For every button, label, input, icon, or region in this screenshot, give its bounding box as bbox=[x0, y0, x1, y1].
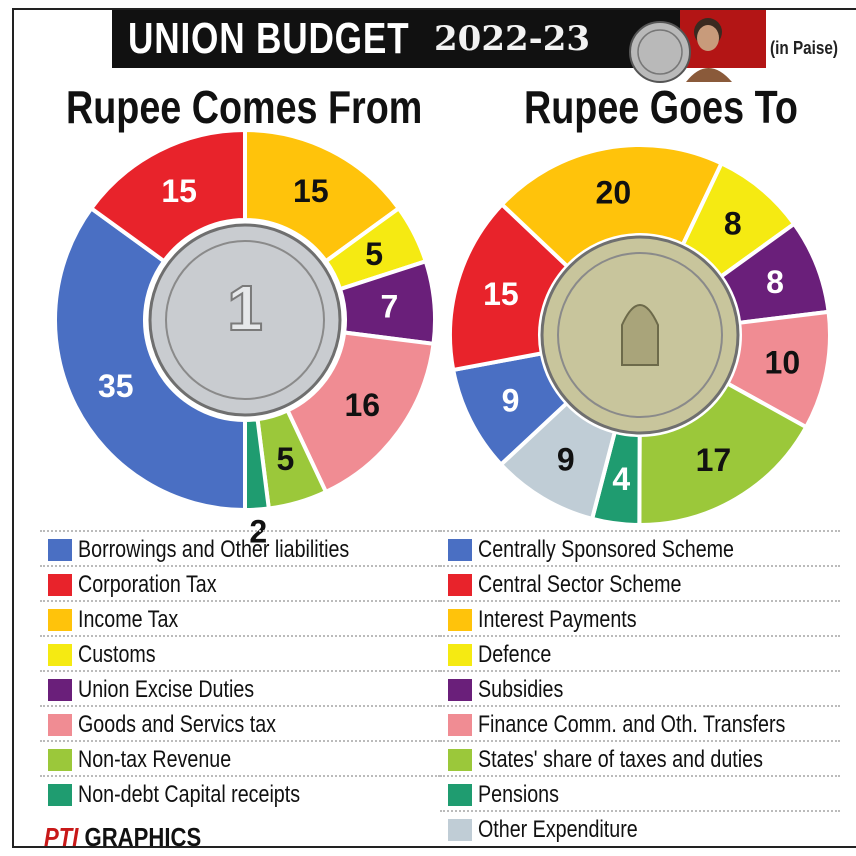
unit-note: (in Paise) bbox=[770, 38, 839, 58]
coin-inner-ring bbox=[557, 252, 723, 418]
value-label-other-expenditure: 9 bbox=[557, 442, 575, 478]
legend-item-central-sector-scheme: Central Sector Scheme bbox=[440, 565, 840, 600]
budget-year: 2022-23 bbox=[434, 19, 591, 59]
legend-label: Goods and Servics tax bbox=[78, 711, 276, 738]
legend-swatch bbox=[48, 784, 72, 806]
legend-label: Central Sector Scheme bbox=[478, 571, 682, 598]
legend-item-non-debt-capital-receipts: Non-debt Capital receipts bbox=[40, 775, 440, 810]
legend-label: States' share of taxes and duties bbox=[478, 746, 763, 773]
legend-swatch bbox=[448, 609, 472, 631]
legend-item-union-excise-duties: Union Excise Duties bbox=[40, 670, 440, 705]
value-label-defence: 8 bbox=[724, 206, 742, 242]
legend-item-customs: Customs bbox=[40, 635, 440, 670]
value-label-income-tax: 15 bbox=[293, 173, 329, 209]
legend-swatch bbox=[448, 574, 472, 596]
value-label-centrally-sponsored-scheme: 9 bbox=[502, 382, 520, 418]
slice-interest-payments bbox=[499, 143, 725, 270]
footer-brand: PTI bbox=[44, 822, 79, 852]
slice-borrowings-and-other-liabilities bbox=[53, 205, 247, 513]
legend-swatch bbox=[448, 539, 472, 561]
legend-swatch bbox=[48, 749, 72, 771]
legend-item-defence: Defence bbox=[440, 635, 840, 670]
page-title: UNION BUDGET bbox=[128, 14, 410, 63]
value-label-pensions: 4 bbox=[612, 461, 630, 497]
footer-label: GRAPHICS bbox=[84, 822, 202, 852]
legend-swatch bbox=[48, 539, 72, 561]
donut-rupee-goes-to: 9 15 20 88 10 17 4 9 bbox=[448, 143, 832, 528]
legend-label: Centrally Sponsored Scheme bbox=[478, 536, 734, 563]
legend-label: Other Expenditure bbox=[478, 816, 638, 843]
legend-label: Corporation Tax bbox=[78, 571, 217, 598]
coin-illustration bbox=[540, 235, 740, 435]
value-label-borrowings-and-other-liabilities: 35 bbox=[98, 368, 134, 404]
coin-numeral: 1 bbox=[227, 272, 263, 344]
legend-swatch bbox=[448, 679, 472, 701]
value-label-non-tax-revenue: 5 bbox=[277, 441, 295, 477]
value-label-finance-comm-and-oth-transfers: 10 bbox=[765, 345, 801, 381]
slice-other-expenditure bbox=[498, 400, 618, 522]
coin-inner-ring bbox=[165, 240, 325, 400]
legend-label: Pensions bbox=[478, 781, 559, 808]
coin-emblem bbox=[621, 304, 659, 366]
title-accent bbox=[680, 10, 766, 68]
value-label-interest-payments: 20 bbox=[596, 174, 632, 210]
frame-border bbox=[12, 8, 856, 848]
legend-label: Non-tax Revenue bbox=[78, 746, 232, 773]
legend-rupee-comes-from: Borrowings and Other liabilities Corporat… bbox=[40, 530, 440, 810]
legend-swatch bbox=[448, 784, 472, 806]
legend-label: Non-debt Capital receipts bbox=[78, 781, 301, 808]
legend-swatch bbox=[48, 714, 72, 736]
value-label-states-share-of-taxes-and-duties: 17 bbox=[696, 442, 732, 478]
slice-non-debt-capital-receipts bbox=[243, 416, 272, 513]
legend-item-states-share-of-taxes-and-duties: States' share of taxes and duties bbox=[440, 740, 840, 775]
legend-item-non-tax-revenue: Non-tax Revenue bbox=[40, 740, 440, 775]
coin-illustration: 1 bbox=[148, 223, 342, 417]
legend-label: Subsidies bbox=[478, 676, 564, 703]
legend-rupee-goes-to: Centrally Sponsored Scheme Central Sector… bbox=[440, 530, 840, 845]
legend-swatch bbox=[448, 749, 472, 771]
chart-title-comes-from: Rupee Comes From bbox=[66, 81, 423, 133]
value-label-central-sector-scheme: 15 bbox=[483, 276, 519, 312]
legend-item-goods-and-servics-tax: Goods and Servics tax bbox=[40, 705, 440, 740]
legend-item-pensions: Pensions bbox=[440, 775, 840, 810]
value-label-corporation-tax: 15 bbox=[161, 173, 197, 209]
legend-label: Customs bbox=[78, 641, 156, 668]
legend-label: Interest Payments bbox=[478, 606, 637, 633]
legend-label: Borrowings and Other liabilities bbox=[78, 536, 350, 563]
legend-label: Finance Comm. and Oth. Transfers bbox=[478, 711, 786, 738]
legend-item-interest-payments: Interest Payments bbox=[440, 600, 840, 635]
legend-label: Union Excise Duties bbox=[78, 676, 255, 703]
legend-item-other-expenditure: Other Expenditure bbox=[440, 810, 840, 845]
legend-swatch bbox=[48, 679, 72, 701]
legend-label: Defence bbox=[478, 641, 552, 668]
footer-credit: PTI GRAPHICS bbox=[44, 822, 201, 853]
legend-swatch bbox=[448, 714, 472, 736]
legend-swatch bbox=[48, 609, 72, 631]
value-label-goods-and-servics-tax: 16 bbox=[345, 387, 381, 423]
coin-rim bbox=[148, 223, 342, 417]
chart-title-goes-to: Rupee Goes To bbox=[524, 81, 798, 133]
legend-item-borrowings-and-other-liabilities: Borrowings and Other liabilities bbox=[40, 530, 440, 565]
minister-coin-illustration bbox=[629, 18, 732, 83]
value-label-subsidies: 8 bbox=[766, 264, 784, 300]
legend-swatch bbox=[448, 819, 472, 841]
legend-item-subsidies: Subsidies bbox=[440, 670, 840, 705]
legend-item-corporation-tax: Corporation Tax bbox=[40, 565, 440, 600]
legend-swatch bbox=[48, 574, 72, 596]
legend-label: Income Tax bbox=[78, 606, 179, 633]
legend-item-income-tax: Income Tax bbox=[40, 600, 440, 635]
value-label-union-excise-duties: 7 bbox=[380, 288, 398, 324]
legend-item-finance-comm-and-oth-transfers: Finance Comm. and Oth. Transfers bbox=[440, 705, 840, 740]
slice-states-share-of-taxes-and-duties bbox=[637, 380, 809, 527]
legend-item-centrally-sponsored-scheme: Centrally Sponsored Scheme bbox=[440, 530, 840, 565]
legend-swatch bbox=[448, 644, 472, 666]
value-label-customs: 5 bbox=[365, 236, 383, 272]
legend-swatch bbox=[48, 644, 72, 666]
